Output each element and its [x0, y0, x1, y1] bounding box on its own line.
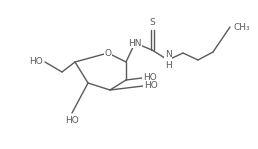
Text: HO: HO [144, 82, 158, 90]
Text: HO: HO [143, 73, 157, 83]
Text: S: S [149, 18, 155, 27]
Text: HN: HN [128, 38, 142, 48]
Text: CH₃: CH₃ [234, 22, 251, 31]
Text: O: O [104, 49, 111, 58]
Text: HO: HO [65, 116, 79, 125]
Text: N
H: N H [165, 50, 171, 70]
Text: HO: HO [29, 58, 43, 66]
